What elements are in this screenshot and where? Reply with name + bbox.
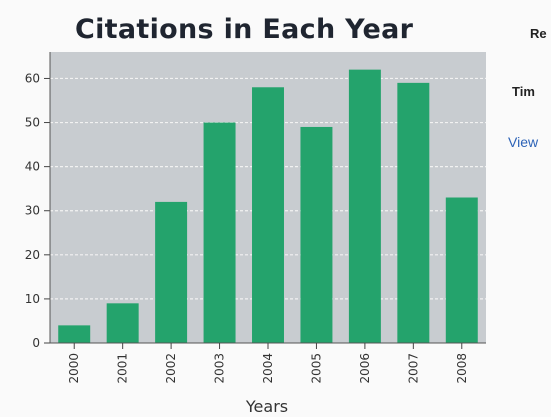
bar-2006 bbox=[348, 69, 381, 344]
bar-2001 bbox=[106, 303, 139, 343]
y-tick-label: 40 bbox=[25, 160, 40, 174]
x-tick-label: 2001 bbox=[116, 353, 130, 384]
bar-2008 bbox=[445, 197, 478, 343]
y-tick-label: 0 bbox=[32, 336, 40, 350]
y-tick-label: 20 bbox=[25, 248, 40, 262]
side-panel-label: Re bbox=[530, 26, 547, 41]
bars bbox=[58, 69, 478, 344]
y-tick-label: 10 bbox=[25, 292, 40, 306]
bar-2004 bbox=[252, 87, 284, 343]
chart-title: Citations in Each Year bbox=[75, 14, 414, 45]
axes: 0 10 20 30 40 50 60 2000 2001 2002 2003 2004 2005 200… bbox=[25, 52, 486, 384]
x-tick-label: 2008 bbox=[455, 353, 469, 384]
x-tick-label: 2002 bbox=[164, 353, 178, 384]
bar-2007 bbox=[397, 82, 430, 343]
view-link[interactable]: View bbox=[508, 134, 539, 150]
y-tick-label: 50 bbox=[25, 116, 40, 130]
x-tick-label: 2003 bbox=[213, 353, 227, 384]
x-tick-label: 2005 bbox=[309, 353, 323, 384]
bar-2000 bbox=[58, 325, 91, 343]
x-tick-label: 2004 bbox=[261, 353, 275, 384]
x-tick-label: 2000 bbox=[67, 353, 81, 384]
x-axis-title: Years bbox=[245, 397, 288, 416]
y-tick-label: 60 bbox=[25, 71, 40, 85]
bar-2005 bbox=[300, 126, 333, 343]
x-tick-label: 2006 bbox=[358, 353, 372, 384]
bar-2003 bbox=[203, 122, 236, 343]
side-panel-label: Tim bbox=[512, 84, 535, 99]
y-tick-label: 30 bbox=[25, 204, 40, 218]
bar-2002 bbox=[155, 201, 188, 343]
x-tick-label: 2007 bbox=[406, 353, 420, 384]
